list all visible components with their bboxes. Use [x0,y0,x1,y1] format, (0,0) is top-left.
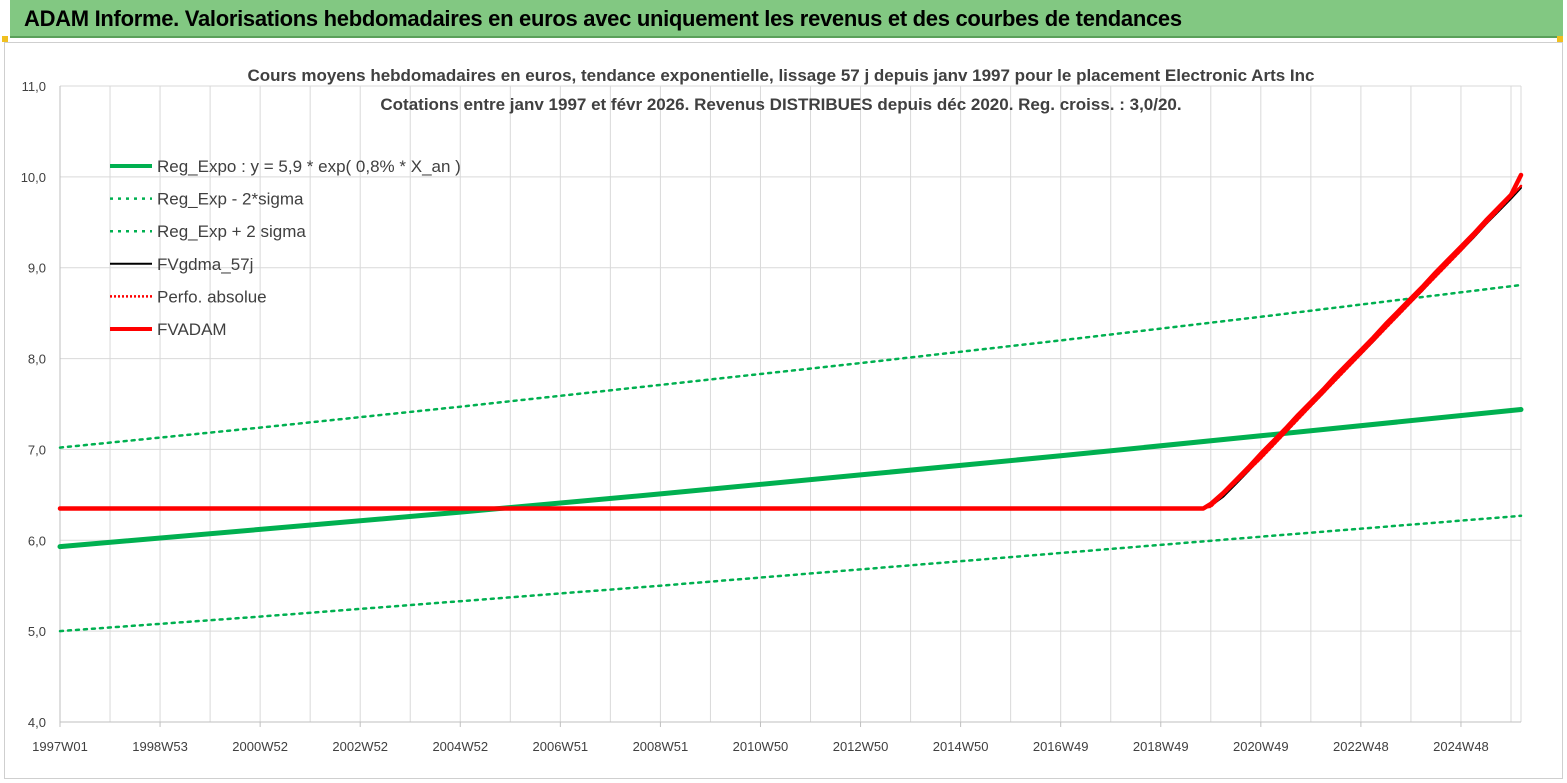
x-tick-label: 2000W52 [232,739,288,754]
series-line-0 [57,407,1524,550]
x-tick-label: 1997W01 [32,739,88,754]
x-tick-label: 2002W52 [332,739,388,754]
x-tick-label: 1998W53 [132,739,188,754]
y-tick-label: 11,0 [22,79,46,94]
x-tick-label: 2024W48 [1433,739,1489,754]
legend-label: Reg_Expo : y = 5,9 * exp( 0,8% * X_an ) [157,157,461,176]
series-line-2 [58,283,1523,449]
x-tick-label: 2020W49 [1233,739,1289,754]
corner-marker [2,36,8,42]
y-tick-label: 5,0 [28,624,46,639]
legend-label: Reg_Exp - 2*sigma [157,190,304,209]
x-tick-label: 2010W50 [733,739,789,754]
x-tick-label: 2008W51 [633,739,689,754]
x-tick-label: 2022W48 [1333,739,1389,754]
series-line-1 [58,514,1523,633]
chart-frame [4,42,1563,779]
y-tick-label: 10,0 [21,170,46,185]
header-banner: ADAM Informe. Valorisations hebdomadaire… [10,0,1563,38]
chart-subtitle: Cotations entre janv 1997 et févr 2026. … [380,95,1181,114]
y-tick-label: 7,0 [28,442,46,457]
x-tick-label: 2004W52 [432,739,488,754]
x-tick-label: 2006W51 [533,739,589,754]
x-tick-label: 2018W49 [1133,739,1189,754]
legend-label: FVgdma_57j [157,255,253,274]
x-tick-label: 2016W49 [1033,739,1089,754]
y-tick-label: 4,0 [28,715,46,730]
legend-label: Perfo. absolue [157,287,267,306]
corner-marker [1557,36,1563,42]
series-line-5 [57,172,1524,511]
y-tick-label: 8,0 [28,352,46,367]
legend: Reg_Expo : y = 5,9 * exp( 0,8% * X_an ) R… [110,157,461,339]
legend-label: FVADAM [157,320,227,339]
legend-label: Reg_Exp + 2 sigma [157,222,306,241]
x-tick-label: 2012W50 [833,739,889,754]
x-tick-label: 2014W50 [933,739,989,754]
y-tick-label: 9,0 [28,261,46,276]
chart-title: Cours moyens hebdomadaires en euros, ten… [248,66,1315,85]
page-title: ADAM Informe. Valorisations hebdomadaire… [24,6,1182,31]
y-tick-label: 6,0 [28,533,46,548]
